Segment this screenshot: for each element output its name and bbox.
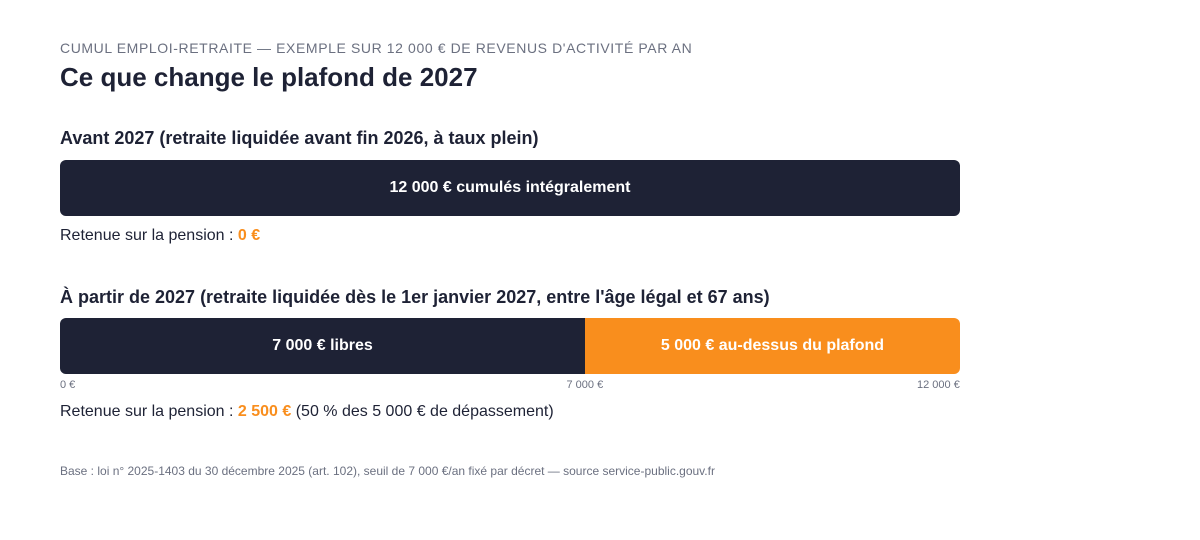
chart-eyebrow: CUMUL EMPLOI-RETRAITE — EXEMPLE SUR 12 0… — [60, 40, 693, 56]
source-footnote: Base : loi n° 2025-1403 du 30 décembre 2… — [60, 464, 715, 478]
before-retenue-value: 0 € — [237, 227, 261, 244]
after-retenue: Retenue sur la pension : 2 500 € (50 % d… — [60, 403, 554, 421]
after-bar: 7 000 € libres 5 000 € au-dessus du plafo… — [60, 318, 960, 374]
after-retenue-value: 2 500 € — [237, 403, 292, 420]
before-retenue: Retenue sur la pension : 0 € — [60, 227, 260, 245]
axis-tick-label: 12 000 € — [917, 379, 960, 391]
before-retenue-label: Retenue sur la pension : — [60, 227, 238, 244]
after-retenue-label: Retenue sur la pension : — [60, 403, 238, 420]
bar-1-segment-1: 5 000 € au-dessus du plafond — [585, 318, 960, 374]
bar-0-segment-0: 12 000 € cumulés intégralement — [60, 160, 960, 216]
bar-1-segment-0: 7 000 € libres — [60, 318, 585, 374]
after-retenue-note: (50 % des 5 000 € de dépassement) — [291, 403, 554, 420]
axis-tick-label: 0 € — [60, 379, 76, 391]
before-bar: 12 000 € cumulés intégralement — [60, 160, 960, 216]
after-section-title: À partir de 2027 (retraite liquidée dès … — [60, 287, 770, 307]
chart-title: Ce que change le plafond de 2027 — [60, 62, 478, 92]
before-section-title: Avant 2027 (retraite liquidée avant fin … — [60, 128, 539, 148]
axis-ticks: 0 € 7 000 € 12 000 € — [60, 379, 960, 393]
axis-tick-label: 7 000 € — [566, 379, 604, 391]
